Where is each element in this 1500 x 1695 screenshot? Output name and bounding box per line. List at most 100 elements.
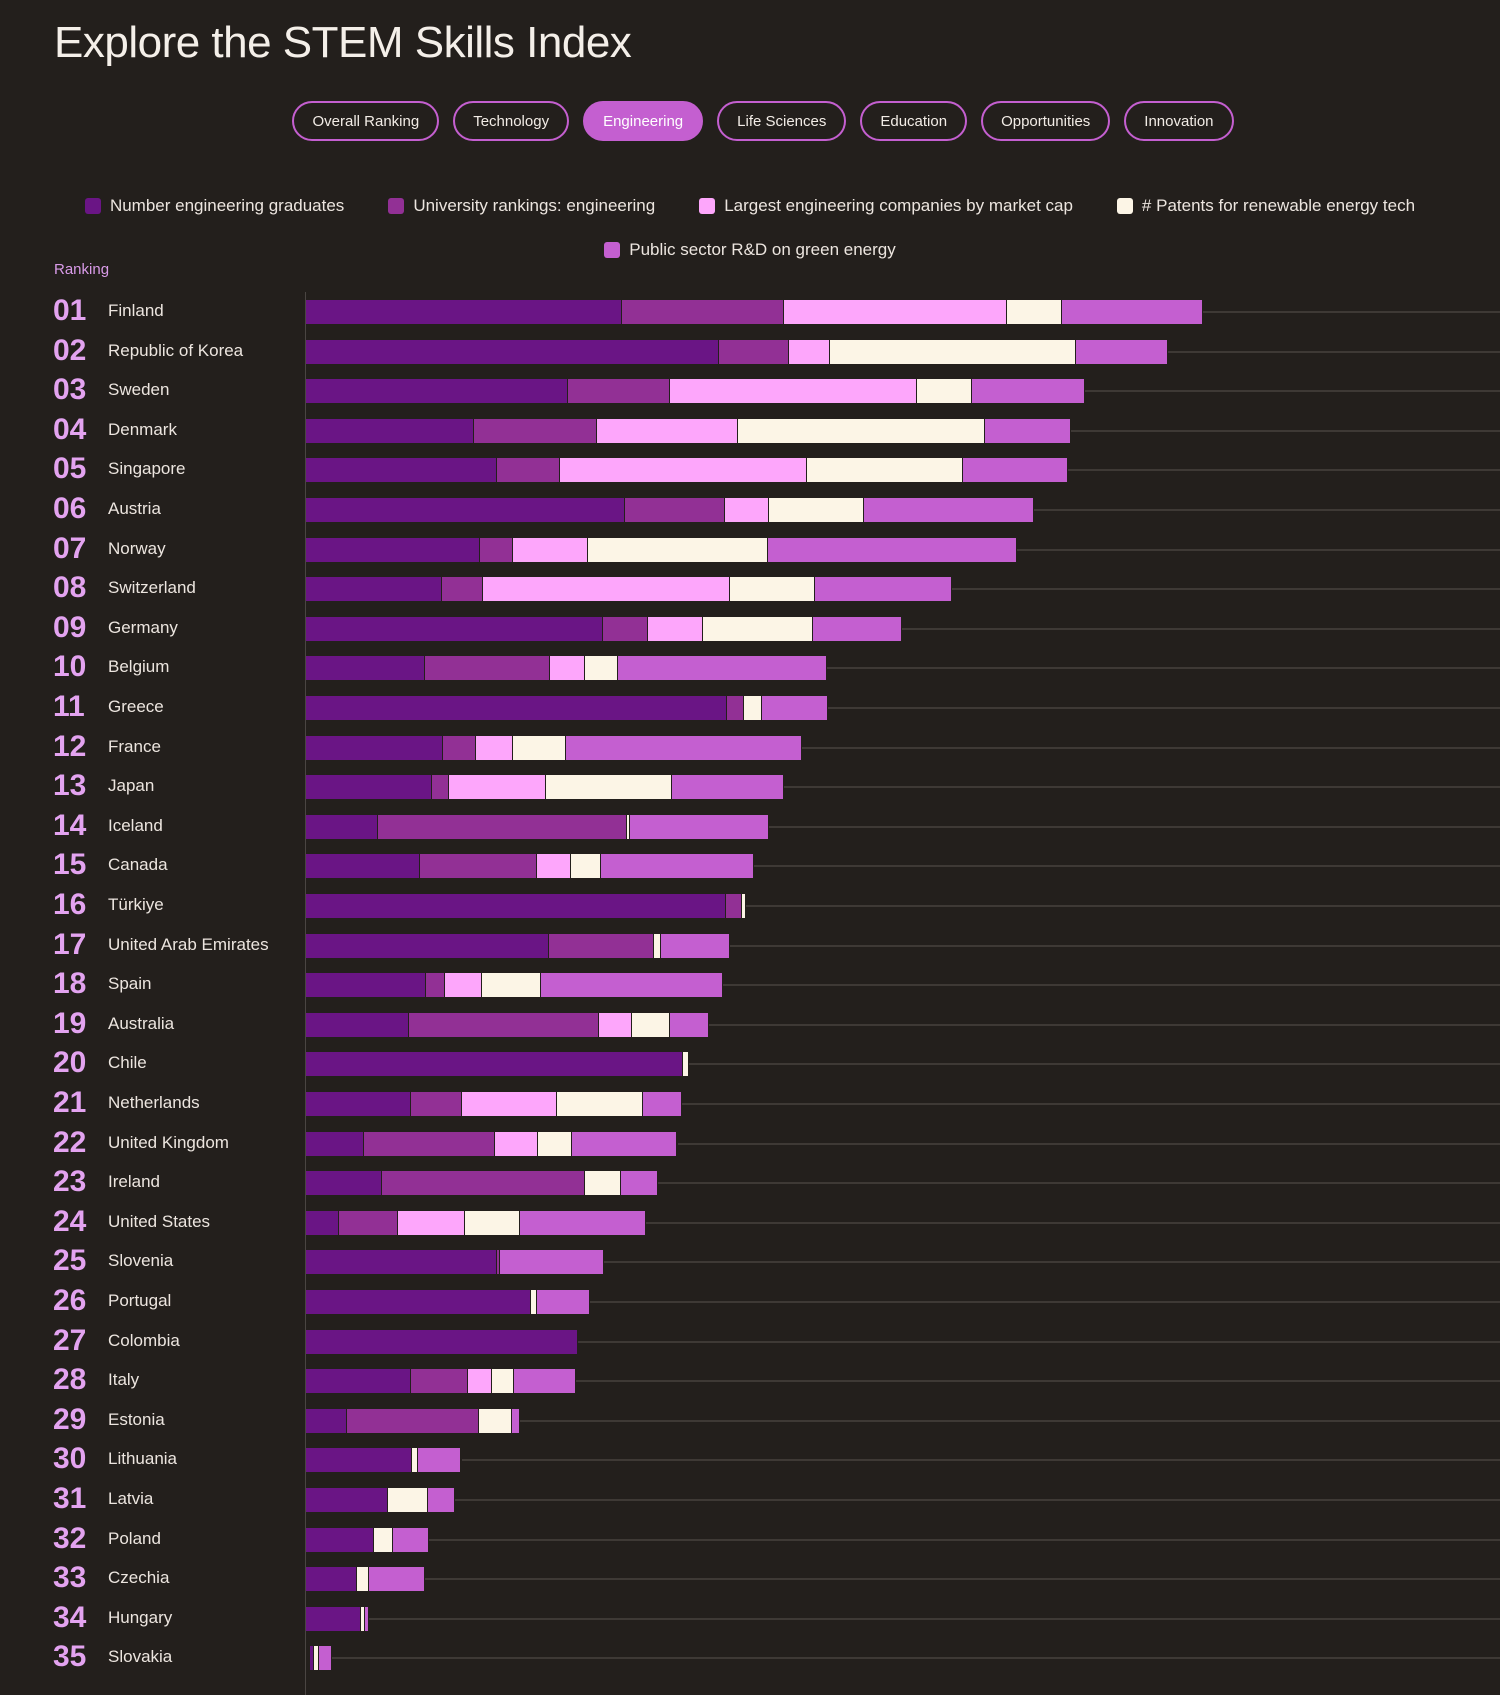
stacked-bar[interactable] — [306, 1567, 425, 1592]
bar-segment-5[interactable] — [814, 577, 952, 602]
bar-segment-2[interactable] — [718, 339, 789, 364]
bar-segment-5[interactable] — [629, 814, 770, 839]
bar-segment-3[interactable] — [467, 1369, 492, 1394]
bar-segment-1[interactable] — [306, 894, 727, 918]
stacked-bar[interactable] — [306, 1408, 520, 1433]
bar-segment-4[interactable] — [570, 854, 601, 879]
bar-segment-4[interactable] — [807, 458, 963, 483]
bar-segment-2[interactable] — [603, 616, 649, 641]
bar-segment-2[interactable] — [568, 379, 670, 404]
bar-segment-1[interactable] — [306, 1052, 683, 1077]
stacked-bar[interactable] — [306, 379, 1085, 404]
bar-segment-3[interactable] — [445, 973, 483, 998]
bar-segment-5[interactable] — [1076, 339, 1168, 364]
stacked-bar[interactable] — [306, 1527, 430, 1552]
bar-segment-5[interactable] — [672, 775, 785, 800]
bar-segment-2[interactable] — [549, 933, 654, 958]
tab-overall-ranking[interactable]: Overall Ranking — [292, 101, 440, 141]
bar-segment-3[interactable] — [784, 300, 1007, 324]
bar-segment-4[interactable] — [584, 1171, 622, 1196]
tab-innovation[interactable]: Innovation — [1124, 101, 1234, 141]
bar-segment-5[interactable] — [812, 616, 903, 641]
bar-segment-3[interactable] — [513, 537, 588, 562]
bar-segment-4[interactable] — [530, 1290, 538, 1314]
bar-segment-5[interactable] — [537, 1290, 590, 1314]
bar-segment-4[interactable] — [556, 1092, 643, 1116]
stacked-bar[interactable] — [306, 1092, 682, 1116]
bar-segment-1[interactable] — [306, 735, 444, 760]
stacked-bar[interactable] — [306, 656, 827, 681]
bar-segment-5[interactable] — [393, 1527, 430, 1552]
stacked-bar[interactable] — [306, 577, 952, 602]
bar-segment-1[interactable] — [306, 854, 421, 879]
bar-segment-5[interactable] — [1061, 300, 1204, 324]
stacked-bar[interactable] — [306, 418, 1071, 443]
tab-technology[interactable]: Technology — [453, 101, 570, 141]
bar-segment-5[interactable] — [642, 1092, 682, 1116]
stacked-bar[interactable] — [306, 775, 785, 800]
bar-segment-3[interactable] — [475, 735, 514, 760]
bar-segment-3[interactable] — [537, 854, 571, 879]
bar-segment-2[interactable] — [410, 1369, 468, 1394]
bar-segment-3[interactable] — [550, 656, 585, 681]
stacked-bar[interactable] — [306, 1606, 369, 1631]
bar-segment-3[interactable] — [648, 616, 704, 641]
bar-segment-4[interactable] — [482, 973, 542, 998]
stacked-bar[interactable] — [306, 498, 1034, 522]
bar-segment-5[interactable] — [768, 537, 1017, 562]
bar-segment-5[interactable] — [428, 1488, 456, 1512]
bar-segment-2[interactable] — [381, 1171, 585, 1196]
bar-segment-1[interactable] — [306, 616, 603, 641]
bar-segment-5[interactable] — [514, 1369, 576, 1394]
stacked-bar[interactable] — [306, 458, 1069, 483]
stacked-bar[interactable] — [306, 616, 903, 641]
bar-segment-1[interactable] — [306, 1012, 409, 1037]
bar-segment-4[interactable] — [538, 1131, 572, 1156]
bar-segment-3[interactable] — [483, 577, 731, 602]
bar-segment-4[interactable] — [769, 498, 865, 522]
stacked-bar[interactable] — [306, 973, 723, 998]
bar-segment-3[interactable] — [598, 1012, 633, 1037]
bar-segment-1[interactable] — [306, 339, 719, 364]
stacked-bar[interactable] — [306, 1369, 576, 1394]
bar-segment-2[interactable] — [474, 418, 597, 443]
stacked-bar[interactable] — [306, 1250, 604, 1275]
bar-segment-5[interactable] — [962, 458, 1069, 483]
stacked-bar[interactable] — [306, 1329, 579, 1354]
bar-segment-4[interactable] — [411, 1448, 419, 1473]
bar-segment-1[interactable] — [306, 458, 498, 483]
bar-segment-5[interactable] — [512, 1408, 520, 1433]
bar-segment-1[interactable] — [306, 418, 475, 443]
bar-segment-4[interactable] — [1006, 300, 1062, 324]
stacked-bar[interactable] — [306, 339, 1168, 364]
bar-segment-4[interactable] — [478, 1408, 513, 1433]
bar-segment-2[interactable] — [726, 894, 743, 918]
stacked-bar[interactable] — [306, 735, 802, 760]
bar-segment-4[interactable] — [356, 1567, 369, 1592]
bar-segment-5[interactable] — [571, 1131, 678, 1156]
bar-segment-4[interactable] — [632, 1012, 670, 1037]
bar-segment-2[interactable] — [442, 577, 484, 602]
bar-segment-1[interactable] — [306, 696, 728, 720]
bar-segment-3[interactable] — [725, 498, 770, 522]
bar-segment-2[interactable] — [727, 696, 745, 720]
bar-segment-4[interactable] — [653, 933, 662, 958]
bar-segment-1[interactable] — [306, 1171, 382, 1196]
stacked-bar[interactable] — [306, 1171, 659, 1196]
bar-segment-1[interactable] — [306, 656, 425, 681]
tab-engineering[interactable]: Engineering — [583, 101, 704, 141]
bar-segment-2[interactable] — [497, 1250, 501, 1275]
bar-segment-4[interactable] — [584, 656, 619, 681]
stacked-bar[interactable] — [306, 894, 746, 918]
stacked-bar[interactable] — [306, 1488, 456, 1512]
bar-segment-5[interactable] — [761, 696, 828, 720]
bar-segment-5[interactable] — [972, 379, 1085, 404]
bar-segment-4[interactable] — [361, 1606, 366, 1631]
bar-segment-2[interactable] — [347, 1408, 479, 1433]
bar-segment-1[interactable] — [306, 300, 623, 324]
bar-segment-1[interactable] — [306, 1527, 375, 1552]
bar-segment-1[interactable] — [306, 1250, 498, 1275]
bar-segment-5[interactable] — [985, 418, 1071, 443]
tab-life-sciences[interactable]: Life Sciences — [717, 101, 847, 141]
bar-segment-1[interactable] — [306, 1290, 531, 1314]
